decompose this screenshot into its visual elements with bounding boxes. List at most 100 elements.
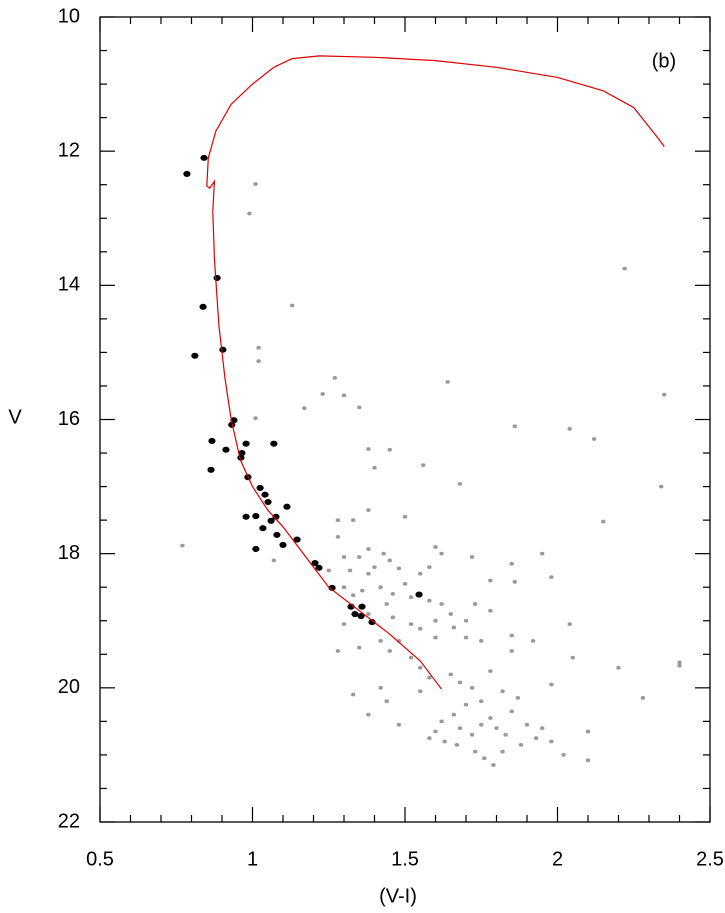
star-point (372, 565, 377, 569)
star-point (601, 519, 606, 524)
star-point (433, 635, 438, 640)
star-point (341, 393, 347, 398)
star-point (549, 739, 554, 744)
star-point (264, 498, 272, 506)
star-point (454, 742, 460, 747)
star-point (439, 602, 444, 606)
star-point (242, 513, 250, 520)
star-point (418, 626, 423, 631)
star-point (616, 665, 621, 670)
star-point (384, 699, 389, 704)
y-tick-label: 14 (58, 274, 80, 296)
star-point (509, 709, 514, 714)
star-point (445, 380, 450, 384)
star-point (256, 359, 261, 364)
star-point (357, 645, 362, 650)
star-point (469, 685, 475, 690)
star-point (491, 763, 496, 767)
star-point (509, 633, 514, 638)
star-point (341, 622, 347, 626)
star-point (402, 581, 408, 586)
star-point (199, 303, 207, 310)
star-point (408, 622, 414, 626)
star-point (472, 602, 478, 606)
star-point (433, 618, 438, 623)
star-point (253, 416, 258, 421)
star-point (372, 465, 377, 470)
x-tick-label: 2.5 (696, 848, 724, 870)
star-point (279, 541, 287, 549)
star-point (256, 345, 261, 350)
star-point (457, 726, 463, 730)
star-point (659, 484, 664, 489)
star-point (448, 612, 453, 616)
star-point (479, 699, 484, 704)
star-point (561, 753, 566, 757)
star-point (463, 635, 469, 640)
star-point (402, 514, 408, 519)
star-point (469, 555, 475, 559)
star-point (567, 622, 572, 626)
star-point (421, 463, 426, 467)
star-point (567, 427, 572, 431)
star-point (390, 592, 395, 596)
star-point (396, 566, 402, 571)
star-point (357, 555, 362, 559)
star-point (451, 712, 456, 717)
star-point (350, 593, 356, 598)
star-point (183, 170, 191, 178)
star-point (191, 352, 199, 359)
star-point (540, 726, 545, 730)
star-point (366, 712, 371, 717)
star-point (242, 440, 250, 447)
y-axis-label: V (8, 406, 22, 428)
star-point (512, 579, 517, 584)
star-point (463, 618, 469, 623)
star-point (350, 692, 356, 697)
x-tick-label: 0.5 (86, 848, 114, 870)
star-point (512, 424, 517, 429)
star-point (328, 584, 336, 591)
star-point (208, 437, 216, 445)
star-point (219, 346, 227, 353)
star-point (530, 639, 536, 643)
star-point (479, 722, 484, 727)
star-point (482, 756, 487, 761)
star-point (451, 625, 456, 630)
y-tick-label: 20 (58, 676, 80, 698)
star-point (238, 449, 246, 457)
star-point (591, 437, 597, 441)
star-point (360, 588, 365, 593)
star-point (302, 406, 307, 410)
star-point (267, 517, 275, 524)
star-point (540, 551, 545, 556)
star-point (515, 696, 521, 700)
x-tick-label: 2 (552, 848, 563, 870)
star-point (378, 639, 383, 643)
panel-label: (b) (652, 50, 676, 72)
star-point (549, 682, 554, 687)
star-point (384, 602, 389, 606)
star-point (311, 559, 319, 567)
star-point (213, 274, 221, 282)
star-point (357, 405, 362, 410)
star-point (350, 518, 356, 522)
star-point (427, 675, 432, 680)
star-point (494, 726, 499, 730)
y-tick-label: 16 (58, 408, 80, 430)
star-point (488, 608, 493, 613)
y-tick-label: 18 (58, 542, 80, 564)
star-point (463, 702, 469, 707)
star-point (457, 680, 463, 685)
star-point (387, 649, 392, 653)
x-tick-label: 1 (247, 848, 258, 870)
star-point (418, 689, 423, 694)
isochrone (206, 55, 665, 690)
star-point (358, 603, 366, 610)
star-point (247, 211, 252, 216)
star-point (570, 655, 575, 660)
star-point (315, 564, 323, 571)
star-point (677, 660, 682, 665)
star-point (335, 518, 341, 522)
